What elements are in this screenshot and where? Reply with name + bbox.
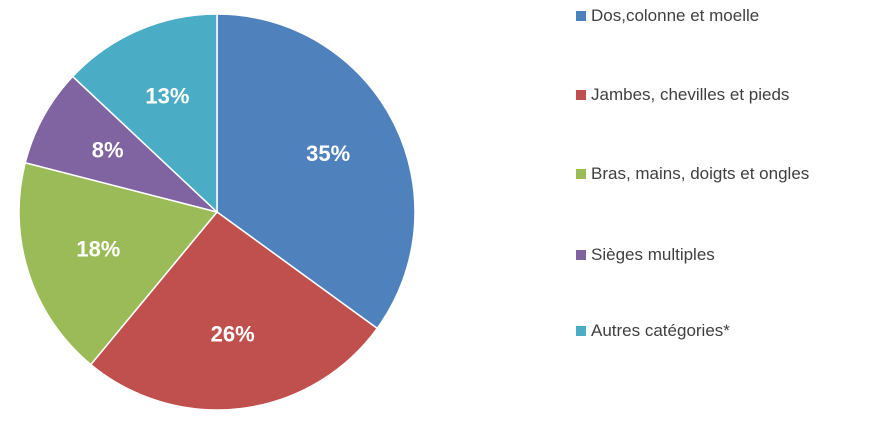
pie-slice [89, 210, 379, 411]
pie-area: 35% 26% 18% 8% 13% [18, 13, 416, 411]
data-label: 13% [145, 83, 189, 108]
legend-item: Autres catégories* [576, 319, 826, 343]
legend-label: Autres catégories* [591, 321, 730, 340]
legend-item: Dos,colonne et moelle [576, 4, 826, 28]
pie-slice [71, 13, 218, 214]
legend-item: Bras, mains, doigts et ongles [576, 162, 826, 186]
legend-label: Sièges multiples [591, 245, 715, 264]
data-label: 8% [92, 138, 124, 163]
legend-item: Jambes, chevilles et pieds [576, 83, 826, 107]
legend-label: Bras, mains, doigts et ongles [591, 164, 810, 183]
legend-label: Dos,colonne et moelle [591, 6, 760, 25]
pie-slice [18, 161, 219, 366]
data-label: 18% [76, 236, 120, 261]
legend-swatch [576, 90, 586, 100]
legend-swatch [576, 326, 586, 336]
legend-swatch [576, 169, 586, 179]
data-label: 35% [306, 141, 350, 166]
data-label: 26% [211, 322, 255, 347]
legend-label: Jambes, chevilles et pieds [591, 85, 790, 104]
legend-item: Sièges multiples [576, 243, 826, 267]
legend-swatch [576, 11, 586, 21]
pie-slice [24, 75, 218, 213]
pie-slice [216, 13, 416, 330]
legend-swatch [576, 250, 586, 260]
